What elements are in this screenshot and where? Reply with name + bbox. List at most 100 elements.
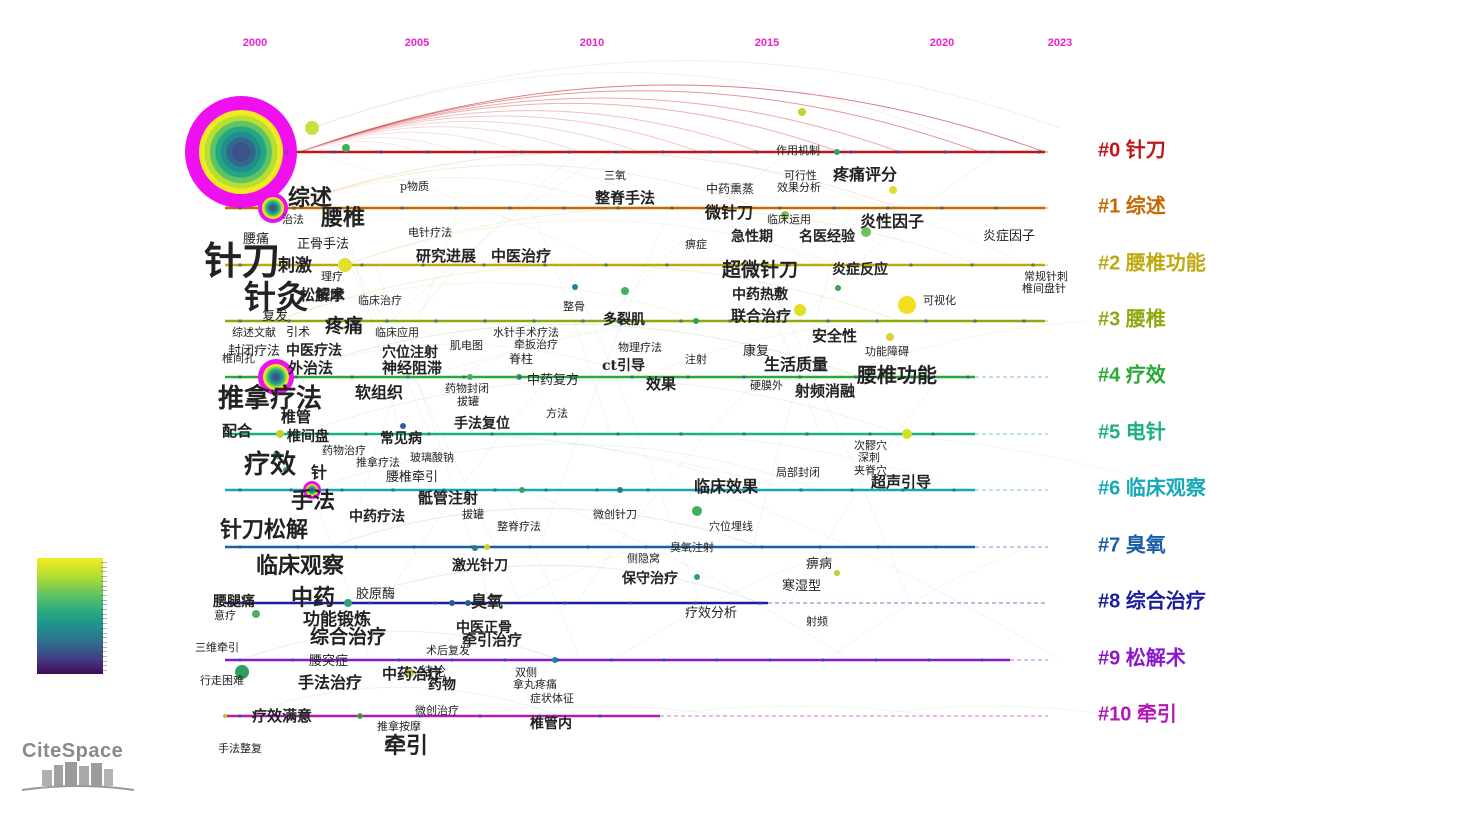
cluster-label-3: #3 腰椎 bbox=[1098, 306, 1166, 330]
keyword-node bbox=[238, 601, 242, 605]
keyword-label: 联合治疗 bbox=[731, 307, 791, 325]
keyword-label: 整脊疗法 bbox=[497, 519, 541, 533]
keyword-node bbox=[563, 601, 567, 605]
keyword-node bbox=[697, 488, 701, 492]
keyword-label: 中药疗法 bbox=[349, 508, 405, 525]
keyword-node bbox=[686, 375, 690, 379]
keyword-node bbox=[868, 432, 872, 436]
keyword-node bbox=[296, 545, 300, 549]
keyword-node bbox=[289, 488, 293, 492]
keyword-label: 拔罐 bbox=[462, 507, 484, 521]
keyword-label: 射频 bbox=[806, 614, 828, 628]
keyword-node bbox=[385, 319, 389, 323]
keyword-label: 推拿按摩 bbox=[377, 719, 421, 733]
keyword-node bbox=[787, 263, 791, 267]
keyword-node bbox=[644, 545, 648, 549]
keyword-label: 封闭疗法 bbox=[228, 344, 280, 359]
cluster-lines bbox=[225, 150, 1048, 718]
cluster-label-2: #2 腰椎功能 bbox=[1098, 250, 1206, 274]
keyword-label: 综述 bbox=[288, 185, 332, 211]
keyword-node bbox=[630, 319, 634, 323]
keyword-node bbox=[287, 319, 291, 323]
keyword-label: 针刀松解 bbox=[220, 517, 308, 543]
keyword-node bbox=[434, 319, 438, 323]
keyword-node bbox=[478, 714, 482, 718]
keyword-node bbox=[544, 488, 548, 492]
legend-tick bbox=[101, 604, 107, 606]
keyword-label: 脊柱 bbox=[509, 351, 533, 366]
cluster-label-1: #1 综述 bbox=[1098, 193, 1166, 217]
keyword-node bbox=[406, 375, 410, 379]
keyword-label: 硬膜外 bbox=[750, 379, 783, 392]
keyword-label: 寒湿型 bbox=[782, 578, 821, 594]
keyword-node bbox=[528, 545, 532, 549]
keyword-node bbox=[1022, 319, 1026, 323]
legend-tick bbox=[101, 571, 107, 573]
keyword-label: 整骨 bbox=[563, 299, 585, 313]
keyword-node bbox=[886, 206, 890, 210]
keyword-label: 中药熏蒸 bbox=[706, 181, 754, 196]
keyword-node bbox=[726, 263, 730, 267]
keyword-label: 牵引治疗 bbox=[462, 631, 522, 649]
keyword-node bbox=[848, 263, 852, 267]
keyword-label: 急性期 bbox=[731, 228, 773, 245]
keyword-node bbox=[616, 206, 620, 210]
keyword-label: 中药复方 bbox=[527, 372, 579, 388]
keyword-label: 康复 bbox=[743, 343, 769, 359]
legend-tick bbox=[101, 580, 107, 582]
keyword-label: 臭氧 bbox=[471, 592, 503, 611]
cluster-label-0: #0 针刀 bbox=[1098, 137, 1166, 161]
keyword-node bbox=[630, 375, 634, 379]
keyword-node bbox=[617, 487, 623, 493]
keyword-node bbox=[553, 432, 557, 436]
keyword-node bbox=[742, 432, 746, 436]
keyword-node bbox=[473, 150, 477, 154]
keyword-node bbox=[628, 601, 632, 605]
keyword-label: 名医经验 bbox=[799, 228, 856, 245]
keyword-label: 疼痛评分 bbox=[833, 165, 897, 184]
keyword-label: 临床应用 bbox=[375, 325, 419, 339]
keyword-label: 常见病 bbox=[380, 430, 422, 447]
keyword-node bbox=[834, 149, 840, 155]
legend-tick bbox=[101, 637, 107, 639]
keyword-node bbox=[909, 263, 913, 267]
keyword-label: 安全性 bbox=[812, 327, 857, 345]
legend-tick bbox=[101, 627, 107, 629]
keyword-node bbox=[532, 319, 536, 323]
keyword-node bbox=[338, 258, 352, 272]
keyword-node bbox=[898, 296, 916, 314]
keyword-node bbox=[874, 658, 878, 662]
keyword-label: 整脊手法 bbox=[595, 189, 655, 207]
legend-tick bbox=[101, 562, 107, 563]
legend-tick bbox=[101, 566, 107, 568]
keyword-node bbox=[508, 206, 512, 210]
keyword-label: 临床效果 bbox=[694, 477, 758, 496]
keyword-label: 穴位注射 bbox=[382, 344, 438, 361]
keyword-node bbox=[543, 263, 547, 267]
keyword-label: 腰椎 bbox=[320, 205, 365, 231]
keyword-node bbox=[364, 432, 368, 436]
keyword-node bbox=[433, 601, 437, 605]
keyword-node bbox=[238, 714, 242, 718]
keyword-label: 腰椎功能 bbox=[856, 363, 937, 387]
keyword-node bbox=[238, 206, 242, 210]
keyword-label: 腰腿痛 bbox=[212, 593, 255, 610]
keyword-node bbox=[861, 227, 871, 237]
keyword-node bbox=[426, 150, 430, 154]
keyword-node bbox=[621, 287, 629, 295]
keyword-label: 综合治疗 bbox=[310, 625, 386, 648]
keyword-label: 意疗 bbox=[214, 608, 236, 622]
keyword-label: ct引导 bbox=[602, 358, 645, 374]
keyword-node bbox=[910, 375, 914, 379]
keyword-node bbox=[283, 467, 289, 473]
keyword-label: 椎间孔 bbox=[222, 351, 255, 365]
keyword-label: 拿丸疼痛 bbox=[513, 677, 557, 691]
keyword-node bbox=[238, 319, 242, 323]
skyline-icon bbox=[21, 762, 135, 791]
keyword-node bbox=[379, 150, 383, 154]
keyword-label: 水针手术疗法 bbox=[493, 325, 559, 339]
legend-tick bbox=[101, 656, 107, 657]
keyword-label: 中药治疗 bbox=[382, 665, 442, 683]
cluster-labels: #0 针刀 #1 综述 #2 腰椎功能 #3 腰椎 #4 疗效 #5 电针 #6 临床观察 #… bbox=[1098, 137, 1207, 725]
